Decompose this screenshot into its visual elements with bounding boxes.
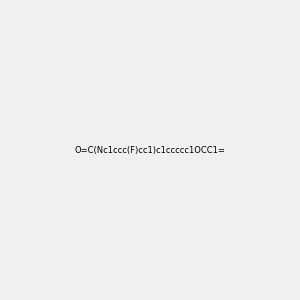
Text: O=C(Nc1ccc(F)cc1)c1ccccc1OCC1=: O=C(Nc1ccc(F)cc1)c1ccccc1OCC1=: [75, 146, 225, 154]
